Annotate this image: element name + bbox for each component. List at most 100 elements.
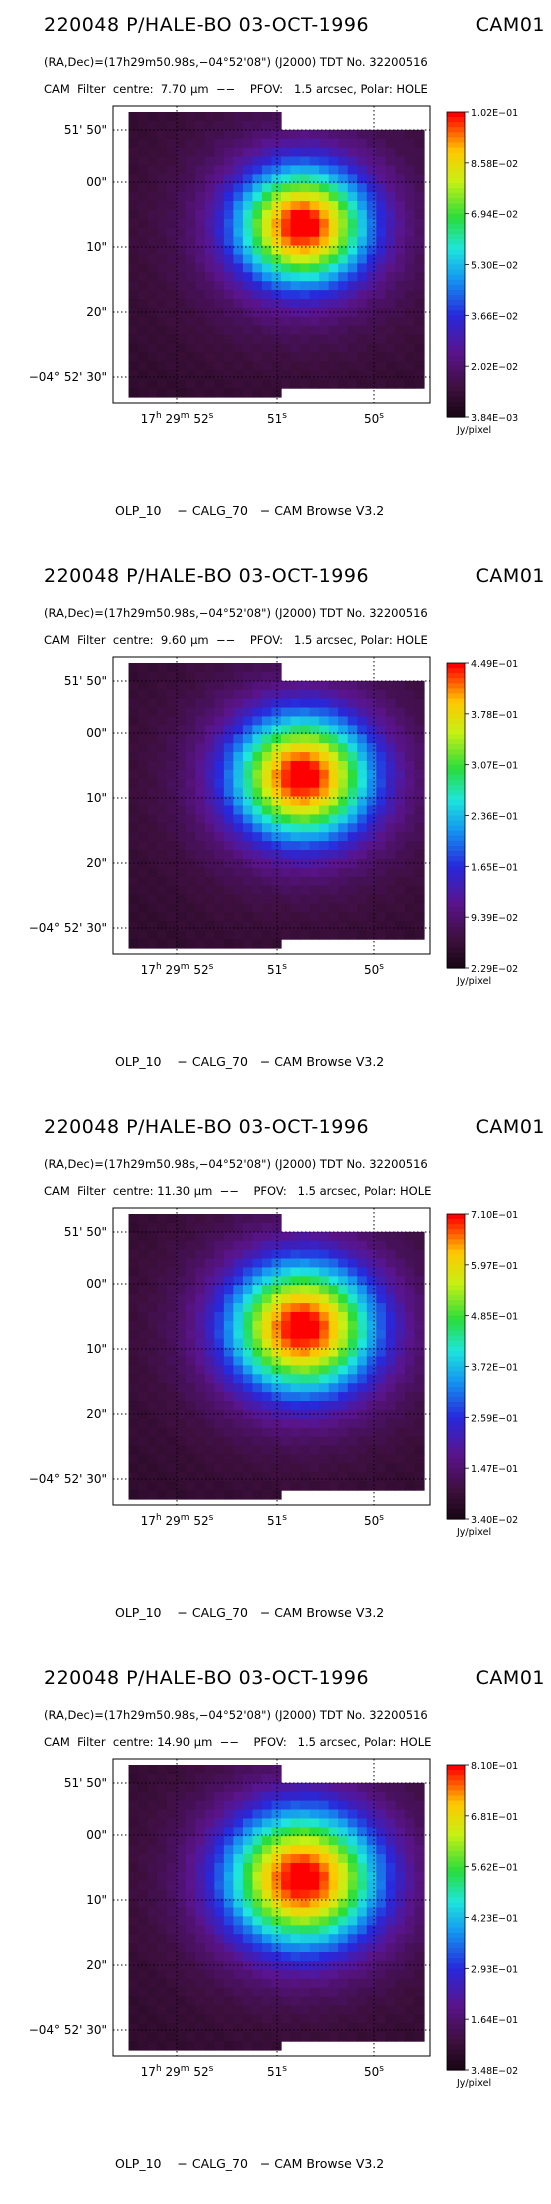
image-pixel xyxy=(328,1231,339,1242)
image-pixel xyxy=(128,1854,139,1864)
image-pixel xyxy=(319,1996,330,2007)
image-pixel xyxy=(271,1285,282,1295)
image-pixel xyxy=(223,832,234,842)
image-pixel xyxy=(328,299,339,309)
image-pixel xyxy=(414,743,425,753)
image-pixel xyxy=(395,1960,406,1971)
image-pixel xyxy=(147,352,158,362)
image-pixel xyxy=(395,1818,406,1828)
image-pixel xyxy=(309,850,320,860)
image-pixel xyxy=(242,147,254,158)
image-pixel xyxy=(357,1854,368,1864)
image-pixel xyxy=(176,156,187,167)
image-pixel xyxy=(290,165,301,175)
image-pixel xyxy=(281,1854,292,1864)
image-pixel xyxy=(290,1472,301,1482)
image-pixel xyxy=(176,769,187,780)
image-pixel xyxy=(385,1943,397,1953)
image-pixel xyxy=(185,1329,196,1340)
image-pixel xyxy=(366,796,377,807)
image-pixel xyxy=(242,174,254,184)
image-pixel xyxy=(376,894,387,905)
observation-title: 220048 P/HALE-BO 03-OCT-1996 xyxy=(44,1667,370,1689)
image-pixel xyxy=(261,192,273,202)
image-pixel xyxy=(290,334,301,345)
image-pixel xyxy=(404,787,416,798)
image-pixel xyxy=(319,787,330,798)
image-pixel xyxy=(300,707,311,718)
image-pixel xyxy=(366,716,377,726)
image-pixel xyxy=(195,894,206,905)
filter-line: CAM Filter centre: 11.30 μm −− PFOV: 1.5… xyxy=(44,1184,432,1198)
image-pixel xyxy=(366,236,377,247)
image-pixel xyxy=(157,698,168,709)
image-pixel xyxy=(414,263,425,273)
colorbar-segment xyxy=(447,213,465,220)
image-pixel xyxy=(366,1276,377,1286)
image-pixel xyxy=(281,1392,292,1402)
image-pixel xyxy=(376,769,387,780)
image-pixel xyxy=(261,858,273,869)
image-pixel xyxy=(338,1427,349,1438)
image-pixel xyxy=(223,894,234,905)
image-pixel xyxy=(242,939,254,949)
colorbar-segment xyxy=(447,759,465,766)
image-pixel xyxy=(138,1987,149,1998)
image-pixel xyxy=(404,379,416,389)
image-pixel xyxy=(195,316,206,327)
image-pixel xyxy=(176,120,187,131)
image-pixel xyxy=(242,778,254,789)
colorbar-segment xyxy=(447,223,465,230)
image-pixel xyxy=(252,218,263,229)
image-pixel xyxy=(138,299,149,309)
image-pixel xyxy=(414,778,425,789)
image-pixel xyxy=(414,1347,425,1358)
image-pixel xyxy=(176,1800,187,1811)
image-pixel xyxy=(395,1827,406,1837)
image-pixel xyxy=(214,227,225,238)
colorbar-segment xyxy=(447,683,465,690)
colorbar-segment xyxy=(447,1942,465,1949)
colorbar-tick-label: 2.93E−01 xyxy=(471,1964,518,1975)
colorbar-segment xyxy=(447,805,465,812)
image-pixel xyxy=(157,1889,168,1900)
image-pixel xyxy=(157,787,168,798)
image-pixel xyxy=(385,254,397,265)
image-pixel xyxy=(195,1240,206,1251)
image-pixel xyxy=(261,343,273,354)
image-pixel xyxy=(290,352,301,362)
colorbar-segment xyxy=(447,1917,465,1924)
image-pixel xyxy=(376,787,387,798)
image-pixel xyxy=(195,743,206,753)
image-pixel xyxy=(233,1222,244,1233)
image-pixel xyxy=(252,1773,263,1784)
image-pixel xyxy=(385,218,397,229)
image-pixel xyxy=(157,814,168,824)
image-pixel xyxy=(385,2005,397,2015)
image-pixel xyxy=(319,876,330,887)
image-pixel xyxy=(281,1880,292,1891)
colorbar-segment xyxy=(447,1887,465,1893)
image-pixel xyxy=(395,778,406,789)
image-pixel xyxy=(395,716,406,726)
image-pixel xyxy=(385,716,397,726)
image-pixel xyxy=(338,867,349,878)
image-pixel xyxy=(376,281,387,291)
image-pixel xyxy=(347,841,358,851)
image-pixel xyxy=(414,805,425,816)
image-pixel xyxy=(366,1267,377,1277)
image-pixel xyxy=(195,1490,206,1500)
image-pixel xyxy=(204,1445,215,1456)
image-pixel xyxy=(404,1880,416,1891)
image-pixel xyxy=(147,1472,158,1482)
image-pixel xyxy=(319,281,330,291)
image-pixel xyxy=(185,2023,196,2033)
image-pixel xyxy=(185,1827,196,1837)
image-pixel xyxy=(252,1454,263,1464)
image-pixel xyxy=(147,343,158,354)
image-pixel xyxy=(385,1481,397,1491)
image-pixel xyxy=(204,1329,215,1340)
image-pixel xyxy=(281,1320,292,1331)
image-pixel xyxy=(195,254,206,265)
image-pixel xyxy=(290,707,301,718)
